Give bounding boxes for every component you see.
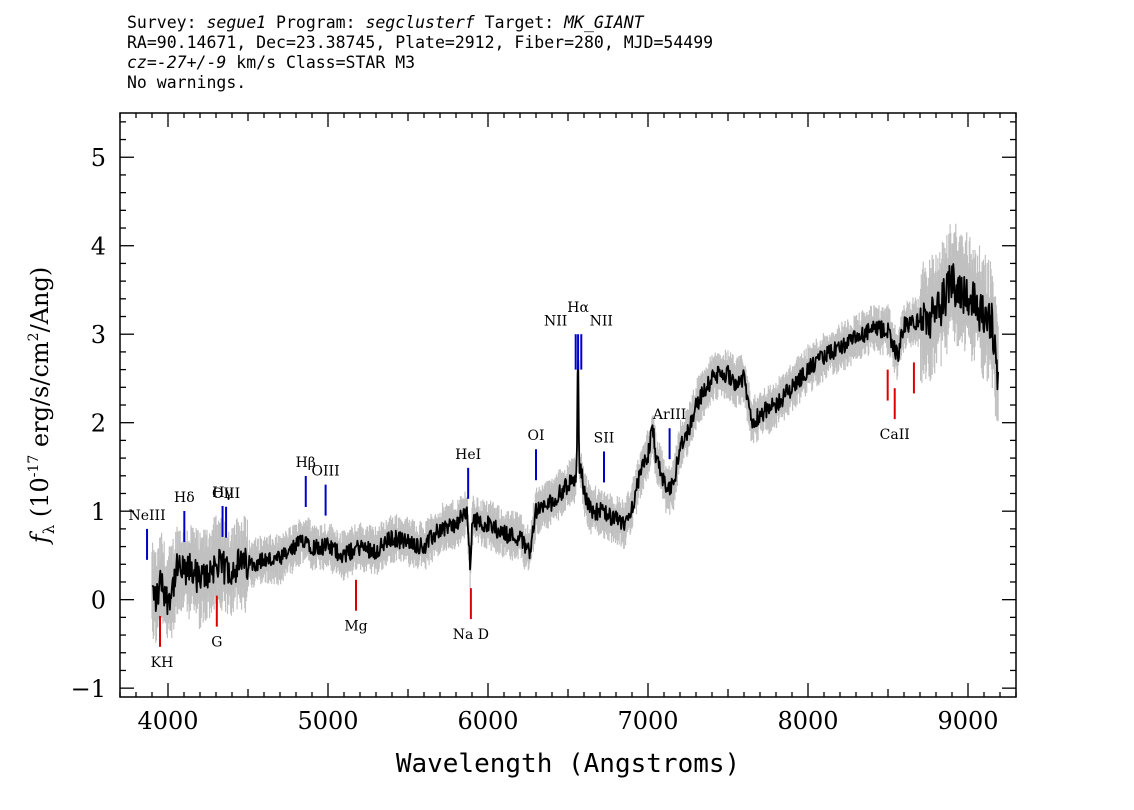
line-marker-label: KH: [151, 655, 174, 671]
line-marker-label: OI: [527, 428, 544, 444]
target-value: MK_GIANT: [564, 13, 644, 32]
noise-band: [151, 223, 999, 643]
line-marker-label: Mg: [344, 619, 367, 635]
redshift-value: cz=-27+/-9: [127, 53, 227, 72]
line-marker-label: Hα: [567, 300, 589, 316]
y-tick-label: 1: [91, 498, 106, 526]
y-tick-label: 3: [91, 321, 106, 349]
line-marker-label: NII: [590, 313, 613, 329]
plot-frame: [119, 112, 1017, 698]
x-tick-label: 4000: [137, 707, 198, 735]
y-tick-label: 2: [91, 410, 106, 438]
tick-labels: 4000 5000 6000 7000 8000 9000 −1 0 1 2 3 4 5: [71, 144, 999, 735]
y-tick-label: 5: [91, 144, 106, 172]
line-marker-label: Hβ: [296, 455, 316, 471]
flux-line: [151, 263, 999, 616]
line-marker-label: NII: [544, 313, 567, 329]
line-marker-label: Hγ: [212, 485, 233, 501]
line-marker-label: OIII: [312, 464, 340, 480]
class-info: km/s Class=STAR M3: [226, 53, 416, 72]
x-tick-label: 8000: [777, 707, 838, 735]
y-tick-label: −1: [71, 675, 106, 703]
header-line-3: cz=-27+/-9 km/s Class=STAR M3: [127, 53, 713, 73]
header-line-2: RA=90.14671, Dec=23.38745, Plate=2912, F…: [127, 33, 714, 52]
line-marker-label: OIII: [212, 486, 240, 502]
line-marker-label: CaII: [880, 427, 910, 443]
survey-label: Survey:: [127, 13, 207, 32]
x-tick-label: 9000: [937, 707, 998, 735]
x-tick-label: 5000: [297, 707, 358, 735]
y-tick-label: 0: [91, 587, 106, 615]
y-axis-label: fλ (10-17 erg/s/cm2/Ang): [26, 267, 58, 545]
header-line-1: Survey: segue1 Program: segclusterf Targ…: [127, 13, 713, 33]
line-marker-label: SII: [594, 430, 615, 446]
line-marker-label: ArIII: [652, 407, 686, 423]
line-marker-label: G: [211, 635, 222, 651]
target-label: Target:: [474, 13, 565, 32]
x-axis-label: Wavelength (Angstroms): [396, 749, 740, 779]
header-line-4: No warnings.: [127, 73, 247, 92]
line-marker-label: Hδ: [174, 490, 195, 506]
x-tick-label: 7000: [617, 707, 678, 735]
survey-value: segue1: [206, 13, 267, 32]
program-label: Program:: [266, 13, 366, 32]
noise-band-path: [151, 223, 999, 643]
axis-ticks: [119, 113, 1017, 697]
line-marker-label: HeI: [455, 447, 481, 463]
x-tick-label: 6000: [457, 707, 518, 735]
y-tick-label: 4: [91, 233, 106, 261]
program-value: segclusterf: [365, 13, 475, 32]
spectrum-header: Survey: segue1 Program: segclusterf Targ…: [127, 13, 713, 93]
line-marker-label: Na D: [453, 627, 489, 643]
flux-series: [151, 263, 999, 616]
line-marker-label: NeIII: [128, 508, 165, 524]
